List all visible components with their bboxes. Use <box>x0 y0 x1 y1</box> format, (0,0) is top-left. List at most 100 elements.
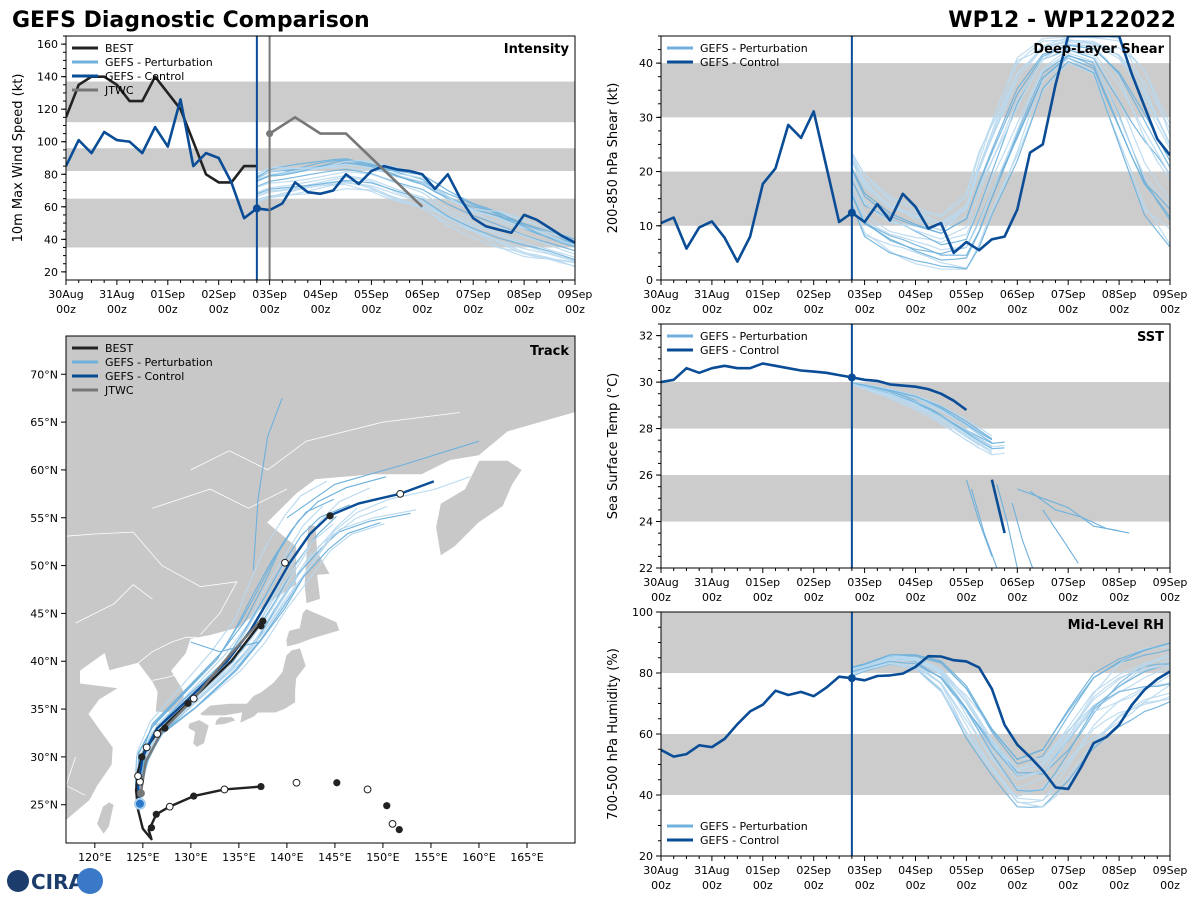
legend-label: JTWC <box>104 84 134 97</box>
logo-globe-icon <box>7 870 29 892</box>
track-point-filled <box>152 810 160 818</box>
track-point-open <box>153 730 162 738</box>
border-internal-2 <box>190 412 460 471</box>
x-tick-label-date: 06Sep <box>405 288 440 301</box>
y-tick-label: 60°N <box>30 464 58 477</box>
hokkaido-land <box>285 608 341 648</box>
control-line <box>66 98 575 244</box>
x-tick-label-date: 08Sep <box>1102 288 1137 301</box>
legend-label: GEFS - Control <box>700 834 779 847</box>
x-tick-label-date: 02Sep <box>796 576 831 589</box>
perturbation-member-line <box>256 175 575 258</box>
perturbation-members <box>851 36 1170 270</box>
x-tick-label-hour: 00z <box>957 303 977 316</box>
x-tick-label-date: 09Sep <box>1153 576 1188 589</box>
y-tick-label: 100 <box>37 136 58 149</box>
jtwc-init-marker <box>266 130 274 138</box>
legend-label: GEFS - Control <box>700 56 779 69</box>
perturbation-member-line <box>965 479 993 557</box>
y-tick-label: 160 <box>37 38 58 51</box>
y-tick-label: 55°N <box>30 512 58 525</box>
x-tick-label-date: 30Aug <box>643 576 678 589</box>
x-tick-label-date: 04Sep <box>303 288 338 301</box>
track-point-filled <box>257 782 265 791</box>
x-tick-label-date: 02Sep <box>796 288 831 301</box>
x-tick-label-date: 01Sep <box>150 288 185 301</box>
x-tick-label-hour: 00z <box>957 879 977 892</box>
kamchatka-land <box>435 460 523 557</box>
panel-title: Deep-Layer Shear <box>1033 42 1164 57</box>
panel-title: Track <box>530 344 569 359</box>
track-point-open <box>292 778 301 787</box>
y-axis-label: Sea Surface Temp (°C) <box>606 373 621 520</box>
x-tick-label-hour: 00z <box>906 879 926 892</box>
x-tick-label-date: 05Sep <box>949 288 984 301</box>
plot-frame <box>65 335 576 844</box>
y-tick-label: 22 <box>639 562 653 575</box>
x-tick-label-hour: 00z <box>463 303 483 316</box>
legend-label: GEFS - Perturbation <box>105 56 213 69</box>
track-point-filled <box>184 699 192 707</box>
perturbation-member-line <box>1017 488 1120 532</box>
y-tick-label: 80 <box>639 667 653 680</box>
perturbation-member-line <box>851 660 1170 792</box>
x-tick-label-hour: 00z <box>1007 591 1027 604</box>
y-tick-label: 20 <box>44 266 58 279</box>
perturbation-member-line <box>851 52 1170 251</box>
sst-panel: 22 24 26 28 30 32 30Aug 00z 31Aug 00z 01Sep 00z 02Se… <box>606 323 1188 604</box>
x-tick-label-hour: 00z <box>514 303 534 316</box>
x-tick-label-hour: 00z <box>957 591 977 604</box>
x-tick-label-hour: 00z <box>107 303 127 316</box>
y-tick-label: 25°N <box>30 799 58 812</box>
border-china-russia <box>66 531 238 635</box>
x-tick-label-date: 02Sep <box>201 288 236 301</box>
y-tick-label: 30 <box>639 111 653 124</box>
perturbation-member-line <box>256 179 575 261</box>
track-point-filled <box>190 792 198 800</box>
storm-id-title: WP12 - WP122022 <box>948 8 1176 33</box>
legend-label: GEFS - Perturbation <box>105 356 213 369</box>
y-tick-label: 40 <box>44 233 58 246</box>
y-tick-label: 0 <box>646 274 653 287</box>
perturbation-member-line <box>1011 502 1034 568</box>
threshold-band <box>661 171 1170 226</box>
y-tick-label: 20 <box>639 850 653 863</box>
y-axis-label: 200-850 hPa Shear (kt) <box>606 83 621 234</box>
y-tick-label: 10 <box>639 220 653 233</box>
plot-frame <box>660 323 1171 569</box>
y-tick-label: 50°N <box>30 560 58 573</box>
x-tick-label-hour: 00z <box>1109 303 1129 316</box>
y-tick-label: 60 <box>639 728 653 741</box>
x-tick-label-hour: 00z <box>362 303 382 316</box>
x-tick-label-hour: 00z <box>1058 591 1078 604</box>
x-tick-label-hour: 00z <box>1007 879 1027 892</box>
map-layer <box>66 336 575 843</box>
x-tick-label-hour: 00z <box>855 879 875 892</box>
x-tick-label-date: 06Sep <box>1000 288 1035 301</box>
kyushu-land <box>187 719 210 748</box>
x-tick-label-date: 08Sep <box>1102 576 1137 589</box>
x-tick-label-hour: 00z <box>1160 879 1180 892</box>
x-tick-label-hour: 00z <box>906 303 926 316</box>
border-internal-4 <box>66 756 86 796</box>
x-tick-label: 150°E <box>366 851 399 864</box>
perturbation-member-line <box>851 44 1170 234</box>
x-tick-label-hour: 00z <box>1160 303 1180 316</box>
x-tick-label-hour: 00z <box>702 303 722 316</box>
control-init-marker <box>252 204 261 213</box>
y-tick-label: 20 <box>639 166 653 179</box>
perturbation-member-line <box>851 60 1170 270</box>
control-start-marker <box>133 797 146 810</box>
x-tick-label-hour: 00z <box>651 303 671 316</box>
track-point-filled <box>259 617 267 625</box>
control-line <box>661 654 1170 791</box>
x-tick-label: 165°E <box>510 851 543 864</box>
x-tick-label-date: 07Sep <box>1051 864 1086 877</box>
x-tick-label-hour: 00z <box>260 303 280 316</box>
perturbation-member-line <box>256 170 575 255</box>
x-tick-label-date: 31Aug <box>99 288 134 301</box>
x-tick-label: 125°E <box>126 851 159 864</box>
perturbation-member-line <box>851 657 1170 776</box>
x-tick-label-date: 03Sep <box>252 288 287 301</box>
